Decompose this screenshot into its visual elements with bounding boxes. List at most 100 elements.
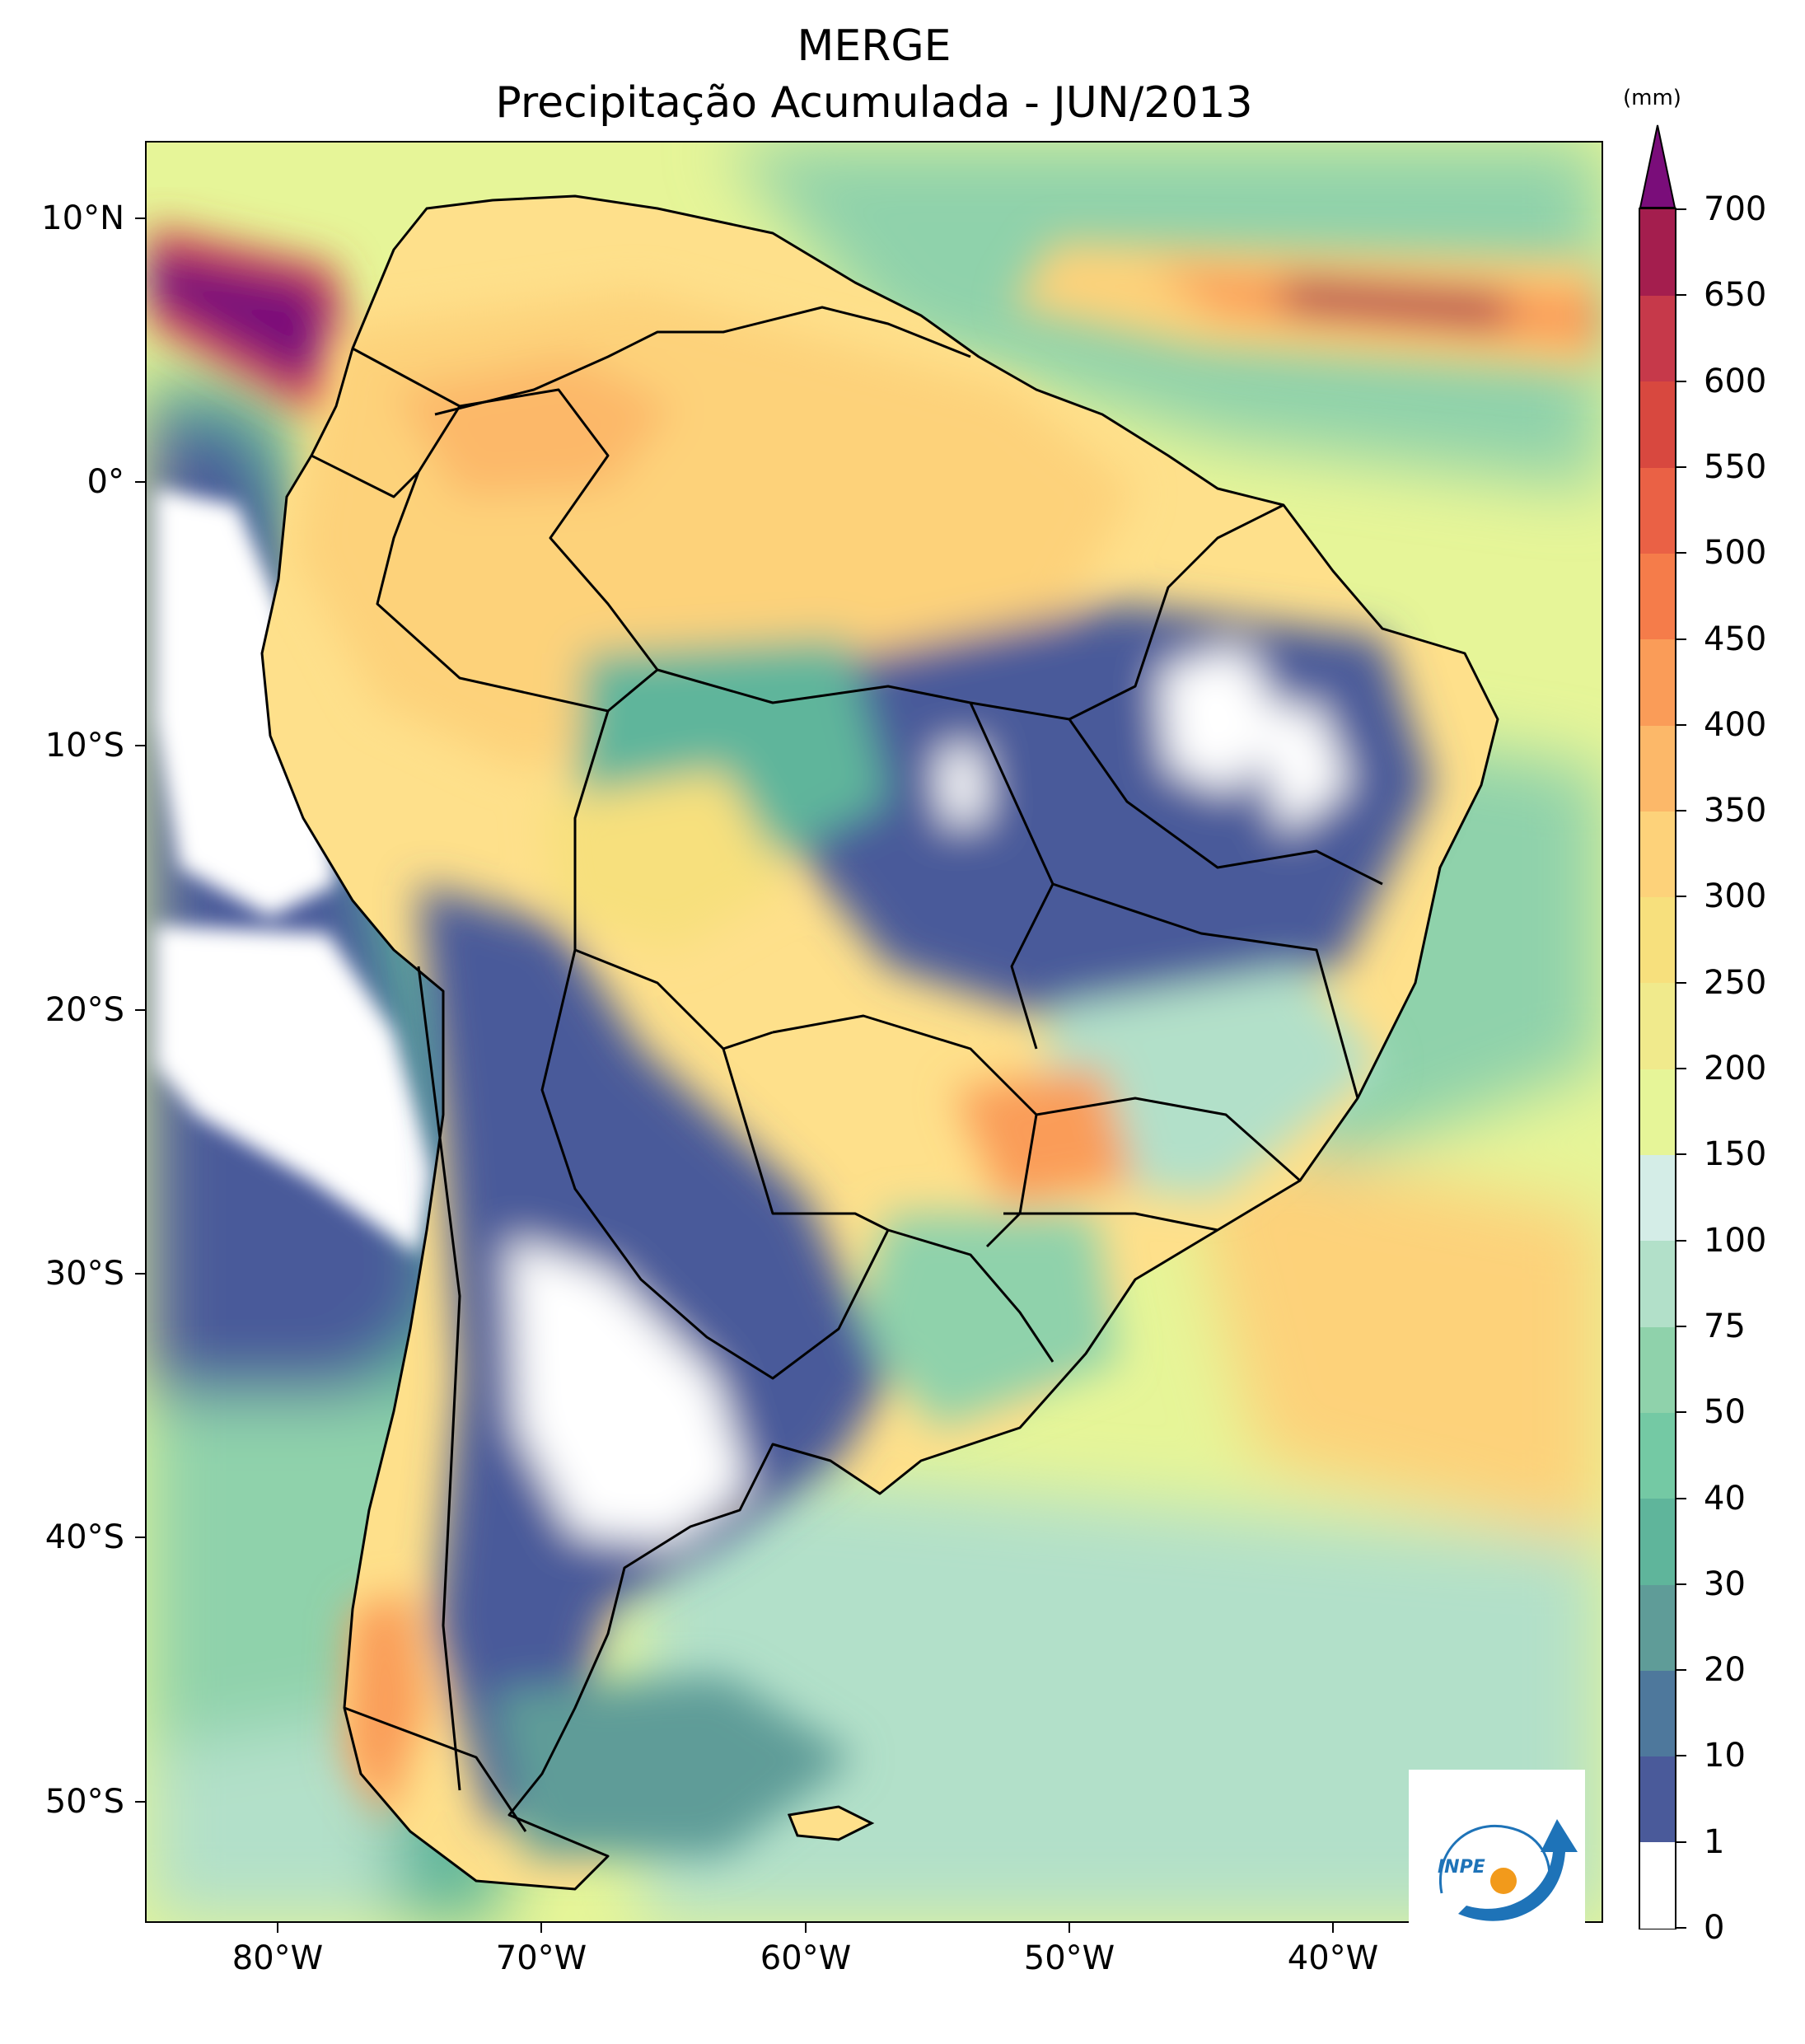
colorbar-tick xyxy=(1676,1841,1686,1843)
colorbar-segment xyxy=(1640,1670,1675,1757)
lon-label: 50°W xyxy=(1023,1939,1115,1977)
colorbar-tick xyxy=(1676,1497,1686,1499)
colorbar-label: 20 xyxy=(1704,1651,1746,1690)
colorbar-label: 1 xyxy=(1704,1822,1725,1861)
lon-tick xyxy=(277,1923,278,1933)
colorbar-label: 600 xyxy=(1704,362,1767,400)
colorbar-tick xyxy=(1676,896,1686,898)
inpe-logo: INPE xyxy=(1409,1770,1585,1941)
colorbar-label: 550 xyxy=(1704,447,1767,486)
lat-label: 10°N xyxy=(41,199,124,237)
colorbar-label: 40 xyxy=(1704,1479,1746,1518)
lat-tick xyxy=(135,1537,145,1538)
colorbar-segment xyxy=(1640,724,1675,812)
lon-label: 70°W xyxy=(495,1939,587,1977)
parana-wet xyxy=(954,1065,1135,1205)
colorbar-label: 300 xyxy=(1704,877,1767,916)
atlantic-wet-band xyxy=(1176,1131,1602,1543)
colorbar-tick xyxy=(1676,208,1686,210)
colorbar-tick xyxy=(1676,1411,1686,1414)
colorbar-label: 500 xyxy=(1704,534,1767,573)
northeast-no-rain-2 xyxy=(1251,703,1349,835)
map-title: MERGE xyxy=(797,21,952,71)
colorbar-label: 250 xyxy=(1704,963,1767,1002)
colorbar-segment xyxy=(1640,1154,1675,1242)
colorbar-label: 0 xyxy=(1704,1909,1725,1947)
colorbar xyxy=(1639,208,1676,1929)
northeast-no-rain-1 xyxy=(1160,645,1284,793)
colorbar-segment xyxy=(1640,1412,1675,1499)
colorbar-segment xyxy=(1640,1756,1675,1843)
colorbar-tick xyxy=(1676,552,1686,554)
bolivia-wet xyxy=(542,769,789,950)
colorbar-segment xyxy=(1640,381,1675,468)
chile-south-wet xyxy=(344,1593,427,1823)
colorbar-label: 650 xyxy=(1704,276,1767,315)
colorbar-tick xyxy=(1676,1325,1686,1327)
colorbar-label: 30 xyxy=(1704,1565,1746,1603)
precipitation-map xyxy=(145,141,1603,1923)
colorbar-segment xyxy=(1640,896,1675,984)
pacific-no-rain-north xyxy=(155,489,336,917)
lat-tick xyxy=(135,745,145,746)
colorbar-tick xyxy=(1676,981,1686,984)
colorbar-tick xyxy=(1676,380,1686,382)
pacific-south-pale xyxy=(147,1708,394,1921)
lon-tick xyxy=(1332,1923,1334,1933)
map-subtitle: Precipitação Acumulada - JUN/2013 xyxy=(495,78,1253,128)
colorbar-label: 700 xyxy=(1704,190,1767,228)
lat-tick xyxy=(135,481,145,483)
atlantic-south-green xyxy=(641,1461,1602,1921)
colorbar-label: 10 xyxy=(1704,1737,1746,1775)
colorbar-segment xyxy=(1640,1326,1675,1413)
colorbar-tick xyxy=(1676,465,1686,468)
lat-tick xyxy=(135,1009,145,1011)
colorbar-tick xyxy=(1676,1927,1686,1929)
lon-tick xyxy=(540,1923,542,1933)
colorbar-segment xyxy=(1640,1498,1675,1585)
colorbar-unit: (mm) xyxy=(1623,86,1681,110)
pacific-no-rain-central xyxy=(155,925,435,1255)
colorbar-segment xyxy=(1640,466,1675,554)
colorbar-segment xyxy=(1640,811,1675,898)
lat-tick xyxy=(135,1273,145,1275)
itcz-peak xyxy=(1284,278,1506,328)
lon-label: 60°W xyxy=(760,1939,852,1977)
colorbar-tick xyxy=(1676,723,1686,726)
colorbar-label: 350 xyxy=(1704,792,1767,830)
colorbar-label: 200 xyxy=(1704,1050,1767,1087)
falkland-islands xyxy=(787,1805,875,1841)
lat-label: 40°S xyxy=(44,1518,124,1556)
colorbar-segment xyxy=(1640,638,1675,726)
lat-label: 30°S xyxy=(44,1255,124,1293)
colorbar-label: 400 xyxy=(1704,705,1767,744)
colorbar-label: 75 xyxy=(1704,1307,1746,1345)
colorbar-segment xyxy=(1640,295,1675,382)
lon-tick xyxy=(1069,1923,1070,1933)
lon-tick xyxy=(805,1923,807,1933)
south-brazil-green xyxy=(855,1214,1119,1428)
country-borders xyxy=(260,194,1499,1891)
colorbar-segment xyxy=(1640,1069,1675,1155)
colorbar-tick xyxy=(1676,1068,1686,1069)
lat-label: 20°S xyxy=(44,991,124,1029)
colorbar-tick xyxy=(1676,1755,1686,1757)
patagonia-south-teal xyxy=(493,1675,855,1856)
colorbar-label: 100 xyxy=(1704,1221,1767,1260)
logo-text: INPE xyxy=(1438,1857,1485,1878)
colorbar-extend-arrow xyxy=(1639,124,1676,208)
logo-swoosh xyxy=(1458,1819,1578,1921)
colorbar-tick xyxy=(1676,1153,1686,1156)
lat-label: 10°S xyxy=(44,727,124,765)
colorbar-tick xyxy=(1676,638,1686,640)
colorbar-segment xyxy=(1640,1583,1675,1671)
colorbar-segment xyxy=(1640,1240,1675,1327)
central-no-rain xyxy=(938,744,987,826)
colorbar-label: 150 xyxy=(1704,1135,1767,1174)
colorbar-label: 50 xyxy=(1704,1393,1746,1432)
lat-label: 0° xyxy=(87,463,124,501)
lat-label: 50°S xyxy=(44,1783,124,1821)
colorbar-tick xyxy=(1676,294,1686,297)
lat-tick xyxy=(135,1801,145,1803)
colorbar-segment xyxy=(1640,1841,1675,1929)
